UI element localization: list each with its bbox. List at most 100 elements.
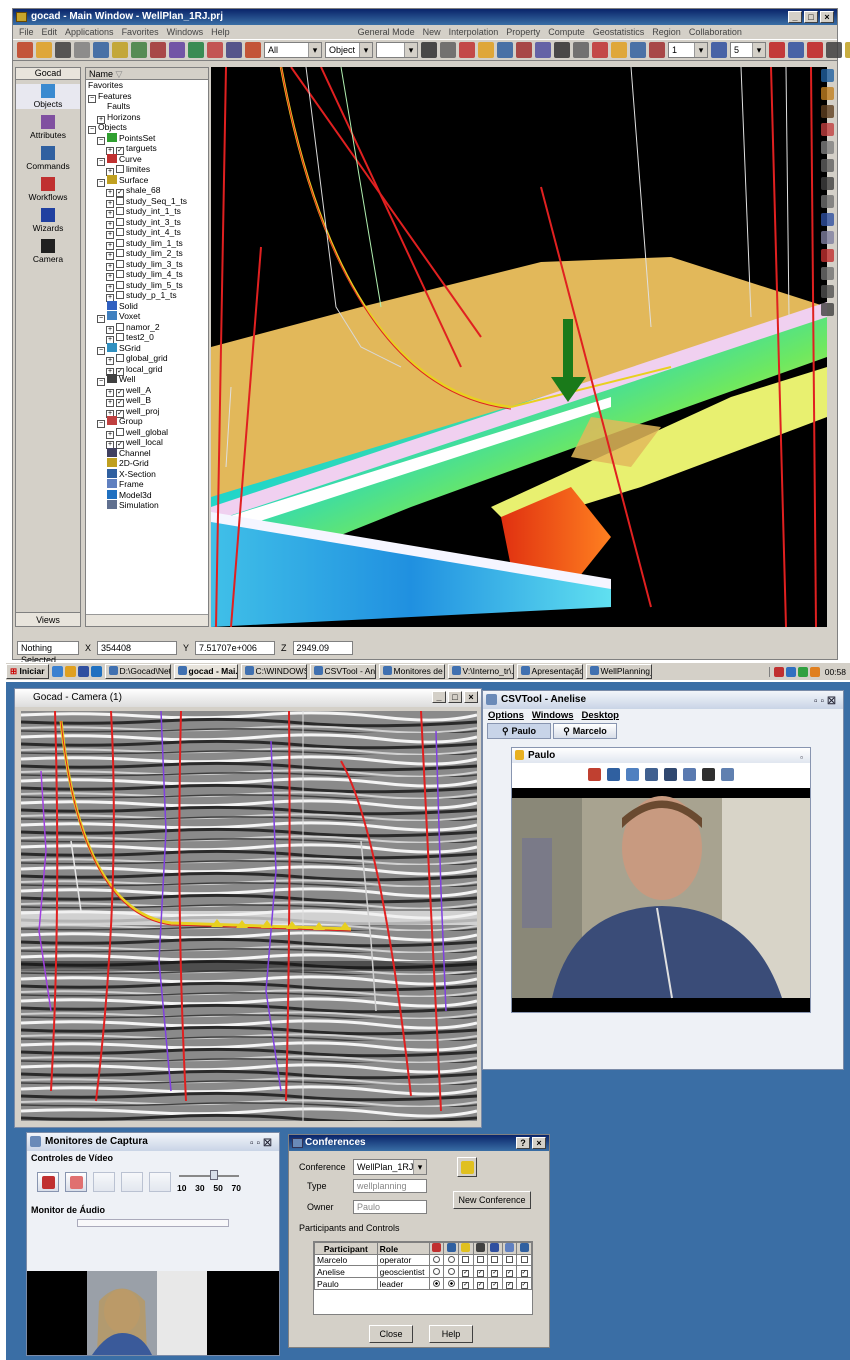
capture-window-controls[interactable]: ▫▫☒ <box>249 1138 275 1149</box>
nav-camera[interactable]: Camera <box>16 239 80 264</box>
participant-role[interactable]: geoscientist <box>376 1265 430 1278</box>
view-tool-14-icon[interactable] <box>821 303 834 316</box>
tree-item[interactable]: + ✓ local_grid <box>88 364 208 376</box>
filter-combo[interactable]: All <box>264 42 322 58</box>
camera-title-bar[interactable]: Gocad - Camera (1) _ □ × <box>15 689 481 707</box>
toolbar-edit-1-icon[interactable] <box>421 42 437 58</box>
taskbar-task[interactable]: Apresentação1 <box>516 664 583 679</box>
collapse-toggle[interactable]: − <box>97 178 105 187</box>
tree-item[interactable]: Solid <box>88 300 208 312</box>
nav-attributes[interactable]: Attributes <box>16 115 80 140</box>
tree-item[interactable]: + well_global <box>88 427 208 439</box>
tree-item[interactable]: − Objects <box>88 122 208 134</box>
tree-item[interactable]: + ✓ targuets <box>88 143 208 155</box>
tab-paulo[interactable]: ⚲ Paulo <box>487 723 551 739</box>
control-checkbox[interactable]: ✓ <box>462 1270 470 1277</box>
tree-item[interactable]: Simulation <box>88 500 208 511</box>
menu-edit[interactable]: Edit <box>41 27 58 37</box>
nav-objects[interactable]: Objects <box>16 84 80 109</box>
expand-toggle[interactable]: + <box>106 189 114 197</box>
type-combo[interactable] <box>376 42 418 58</box>
tree-item[interactable]: + ✓ shale_68 <box>88 185 208 197</box>
toolbar-tool-7-icon[interactable] <box>131 42 147 58</box>
expand-toggle[interactable]: + <box>106 241 114 250</box>
collapse-toggle[interactable]: − <box>97 378 105 386</box>
menu-property[interactable]: Property <box>506 27 541 37</box>
control-checkbox[interactable]: ✓ <box>462 1282 470 1289</box>
camera-minimize-button[interactable]: _ <box>432 691 446 703</box>
view-tool-11-icon[interactable] <box>821 249 834 262</box>
tray-icon-3[interactable] <box>797 666 808 677</box>
toolbar-tool-4-icon[interactable] <box>74 42 90 58</box>
tree-item[interactable]: Model3d <box>88 489 208 501</box>
menu-windows[interactable]: Windows <box>166 27 204 37</box>
zoom-in-button[interactable] <box>121 1172 143 1192</box>
toolbar-tool-2-icon[interactable] <box>36 42 52 58</box>
visibility-checkbox[interactable] <box>116 207 124 215</box>
toolbar-draw-4-icon[interactable] <box>826 42 842 58</box>
table-row[interactable]: Marcelo operator <box>314 1254 532 1266</box>
tree-item[interactable]: + study_int_1_ts <box>88 206 208 218</box>
table-row[interactable]: Anelise geoscientist ✓ ✓ ✓ ✓ ✓ <box>314 1265 532 1278</box>
visibility-checkbox[interactable] <box>116 249 124 257</box>
tree-item[interactable]: Faults <box>88 101 208 112</box>
visibility-checkbox[interactable] <box>116 354 124 362</box>
visibility-checkbox[interactable] <box>116 238 124 247</box>
menu-geostatistics[interactable]: Geostatistics <box>592 27 645 37</box>
camera-maximize-button[interactable]: □ <box>448 691 462 703</box>
object-combo[interactable]: Object <box>325 42 373 58</box>
view-tool-8-icon[interactable] <box>821 195 834 208</box>
control-checkbox[interactable]: ✓ <box>520 1270 528 1277</box>
view-tool-9-icon[interactable] <box>821 213 834 226</box>
visibility-checkbox[interactable] <box>116 427 124 436</box>
toolbar-draw-2-icon[interactable] <box>788 42 804 58</box>
tray-icon-2[interactable] <box>785 666 796 677</box>
view-tool-3-icon[interactable] <box>821 105 834 118</box>
toolbar-edit-5-icon[interactable] <box>497 42 513 58</box>
join-conference-button[interactable] <box>457 1157 477 1177</box>
taskbar-task[interactable]: C:\WINDOWS... <box>240 664 307 679</box>
conference-select[interactable]: WellPlan_1RJ <box>353 1159 427 1175</box>
collapse-toggle[interactable]: − <box>97 346 105 355</box>
tree-item[interactable]: + ✓ well_A <box>88 385 208 397</box>
control-checkbox[interactable]: ✓ <box>491 1270 499 1277</box>
menu-compute[interactable]: Compute <box>548 27 585 37</box>
camera-close-button[interactable]: × <box>464 691 478 703</box>
csvtool-title-bar[interactable]: CSVTool - Anelise ▫▫☒ <box>483 691 843 709</box>
conferences-close-button[interactable]: × <box>532 1137 546 1149</box>
tree-item[interactable]: + test2_0 <box>88 332 208 344</box>
taskbar-task[interactable]: D:\Gocad\Net... <box>104 664 171 679</box>
toolbar-tool-11-icon[interactable] <box>207 42 223 58</box>
csv-menu-desktop[interactable]: Desktop <box>581 710 619 721</box>
tree-item[interactable]: − PointsSet <box>88 132 208 145</box>
toolbar-tool-9-icon[interactable] <box>169 42 185 58</box>
menu-interpolation[interactable]: Interpolation <box>448 27 499 37</box>
tree-item[interactable]: − Features <box>88 91 208 103</box>
toolbar-edit-3-icon[interactable] <box>459 42 475 58</box>
menu-applications[interactable]: Applications <box>65 27 114 37</box>
taskbar-task[interactable]: gocad - Mai... <box>173 664 238 679</box>
video-icon[interactable] <box>645 768 658 781</box>
control-checkbox[interactable] <box>520 1256 528 1263</box>
owner-field[interactable]: Paulo <box>353 1199 427 1214</box>
participant-role[interactable]: operator <box>376 1254 430 1266</box>
toolbar-draw-5-icon[interactable] <box>845 42 850 58</box>
tree-item[interactable]: − Surface <box>88 174 208 187</box>
menu-file[interactable]: File <box>19 27 34 37</box>
control-radio[interactable] <box>432 1279 440 1287</box>
folder-icon[interactable] <box>64 666 76 677</box>
conferences-help-button[interactable]: ? <box>516 1137 530 1149</box>
toolbar-tool-13-icon[interactable] <box>245 42 261 58</box>
visibility-checkbox[interactable] <box>116 196 124 205</box>
zoom-out-button[interactable] <box>149 1172 171 1192</box>
visibility-checkbox[interactable]: ✓ <box>116 388 124 397</box>
visibility-checkbox[interactable] <box>116 333 124 341</box>
visibility-checkbox[interactable]: ✓ <box>116 441 124 449</box>
toolbar-tool-12-icon[interactable] <box>226 42 242 58</box>
help-button-conferences[interactable]: Help <box>429 1325 473 1343</box>
taskbar-task[interactable]: WellPlanning_... <box>585 664 652 679</box>
visibility-checkbox[interactable]: ✓ <box>116 409 124 418</box>
3d-viewport[interactable] <box>211 67 827 627</box>
tree-item[interactable]: + ✓ well_B <box>88 395 208 407</box>
expand-toggle[interactable]: + <box>106 325 114 334</box>
